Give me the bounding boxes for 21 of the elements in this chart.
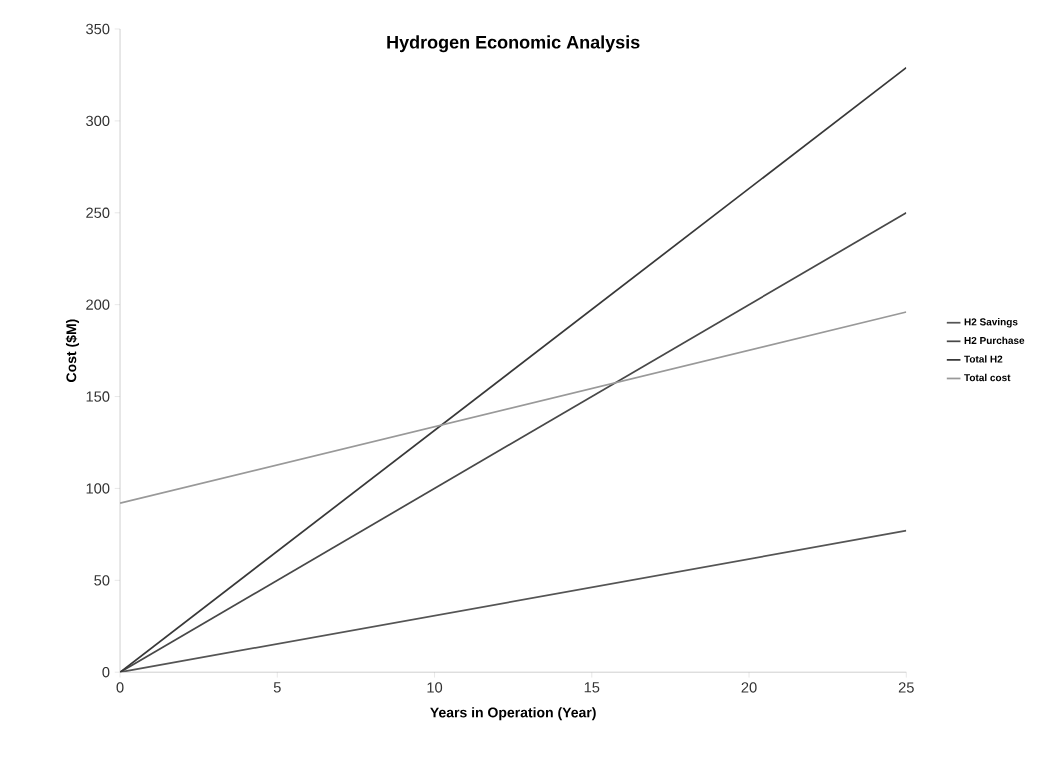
y-tick-label: 350 (86, 23, 110, 35)
legend-label: Total H2 (964, 355, 1003, 363)
legend-label: H2 Savings (964, 318, 1018, 328)
y-tick-label: 100 (86, 483, 110, 494)
y-tick-label: 300 (86, 115, 110, 126)
y-tick-label: 200 (86, 299, 110, 310)
x-tick-label: 15 (584, 682, 600, 693)
x-tick-label: 5 (273, 682, 281, 693)
x-tick-label: 0 (116, 682, 124, 693)
x-tick-label: 25 (898, 682, 914, 693)
x-axis-title: Years in Operation (Year) (430, 707, 596, 721)
y-tick-label: 50 (94, 575, 110, 586)
y-tick-label: 0 (102, 666, 110, 678)
legend-label: H2 Purchase (964, 336, 1025, 344)
y-axis-title: Cost ($M) (65, 319, 80, 382)
x-tick-label: 10 (427, 682, 443, 693)
y-tick-label: 150 (86, 391, 110, 402)
legend-label: Total cost (964, 373, 1011, 382)
y-tick-label: 250 (86, 207, 110, 218)
chart-title: Hydrogen Economic Analysis (387, 35, 640, 53)
x-tick-label: 20 (741, 682, 757, 693)
